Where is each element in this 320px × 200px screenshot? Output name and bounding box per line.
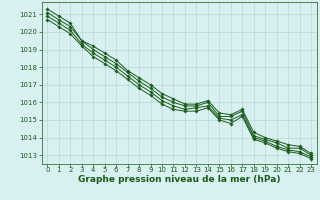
X-axis label: Graphe pression niveau de la mer (hPa): Graphe pression niveau de la mer (hPa)	[78, 175, 280, 184]
